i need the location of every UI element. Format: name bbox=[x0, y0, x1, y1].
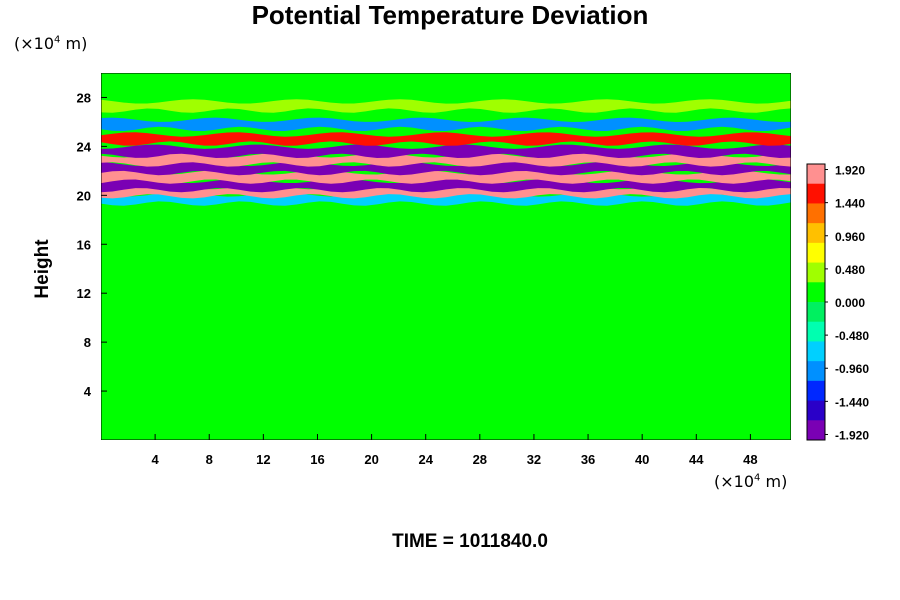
colorbar-segment bbox=[807, 183, 825, 204]
x-tick-label: 48 bbox=[743, 452, 757, 467]
y-tick-label: 12 bbox=[77, 286, 91, 301]
colorbar-segment bbox=[807, 302, 825, 323]
heatmap-band bbox=[101, 132, 791, 146]
plot-area bbox=[101, 73, 791, 440]
colorbar-segment bbox=[807, 242, 825, 264]
colorbar-label: 1.920 bbox=[835, 164, 865, 178]
x-tick-label: 8 bbox=[206, 452, 213, 467]
x-tick-label: 20 bbox=[364, 452, 378, 467]
colorbar-segment bbox=[807, 262, 825, 283]
colorbar-segment bbox=[807, 341, 825, 362]
y-tick-label: 24 bbox=[77, 139, 92, 154]
colorbar-segment bbox=[807, 321, 825, 342]
x-tick-label: 36 bbox=[581, 452, 595, 467]
x-tick-label: 40 bbox=[635, 452, 649, 467]
colorbar-segment bbox=[807, 400, 825, 421]
y-tick-label: 16 bbox=[77, 237, 91, 252]
colorbar-label: -1.440 bbox=[835, 395, 869, 409]
colorbar-segment bbox=[807, 164, 825, 185]
heatmap-band bbox=[101, 178, 791, 193]
colorbar-label: 0.480 bbox=[835, 263, 865, 277]
x-axis-unit: (×104 m) bbox=[714, 472, 788, 491]
colorbar-label: -1.920 bbox=[835, 428, 869, 442]
heatmap-band bbox=[101, 144, 791, 158]
colorbar-label: -0.480 bbox=[835, 329, 869, 343]
colorbar: 1.920 1.440 0.960 0.480 0.000 -0.480 -0.960 -1.… bbox=[806, 163, 869, 442]
x-tick-label: 44 bbox=[689, 452, 704, 467]
y-tick-label: 20 bbox=[77, 188, 91, 203]
colorbar-segment bbox=[807, 203, 825, 224]
y-tick-label: 8 bbox=[84, 335, 91, 350]
x-tick-label: 28 bbox=[473, 452, 487, 467]
heatmap-band bbox=[101, 99, 791, 113]
heatmap-band bbox=[101, 170, 791, 184]
colorbar-label: 0.000 bbox=[835, 296, 865, 310]
x-tick-label: 24 bbox=[418, 452, 433, 467]
colorbar-label: -0.960 bbox=[835, 362, 869, 376]
colorbar-segment bbox=[807, 223, 825, 244]
colorbar-label: 1.440 bbox=[835, 197, 865, 211]
x-tick-label: 12 bbox=[256, 452, 270, 467]
colorbar-segment bbox=[807, 420, 825, 441]
colorbar-segment bbox=[807, 380, 825, 402]
y-tick-label: 28 bbox=[77, 90, 91, 105]
x-tick-label: 16 bbox=[310, 452, 324, 467]
x-tick-label: 32 bbox=[527, 452, 541, 467]
time-label: TIME = 1011840.0 bbox=[392, 531, 548, 552]
heatmap-band bbox=[101, 117, 791, 131]
colorbar-label: 0.960 bbox=[835, 230, 865, 244]
colorbar-segment bbox=[807, 282, 825, 303]
colorbar-segment bbox=[807, 361, 825, 382]
y-axis-unit: (×104 m) bbox=[14, 34, 88, 53]
y-tick-label: 4 bbox=[84, 384, 92, 399]
chart-title: Potential Temperature Deviation bbox=[251, 0, 649, 30]
x-tick-label: 4 bbox=[152, 452, 160, 467]
